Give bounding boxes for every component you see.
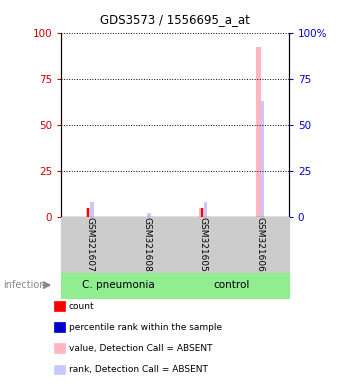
- Bar: [87, 208, 89, 217]
- Text: rank, Detection Call = ABSENT: rank, Detection Call = ABSENT: [69, 365, 208, 374]
- Text: count: count: [69, 301, 94, 311]
- Bar: [256, 47, 261, 217]
- Text: value, Detection Call = ABSENT: value, Detection Call = ABSENT: [69, 344, 212, 353]
- Bar: [90, 202, 94, 217]
- Bar: [147, 213, 150, 217]
- Text: percentile rank within the sample: percentile rank within the sample: [69, 323, 222, 332]
- Text: control: control: [214, 280, 250, 290]
- Text: GSM321605: GSM321605: [199, 217, 208, 272]
- Bar: [199, 208, 204, 217]
- Text: GSM321606: GSM321606: [256, 217, 265, 272]
- Text: GDS3573 / 1556695_a_at: GDS3573 / 1556695_a_at: [100, 13, 250, 26]
- Bar: [204, 202, 208, 217]
- Text: GSM321607: GSM321607: [85, 217, 94, 272]
- Text: infection: infection: [4, 280, 46, 290]
- Bar: [201, 208, 203, 217]
- Bar: [86, 208, 90, 217]
- Bar: [261, 101, 264, 217]
- Text: GSM321608: GSM321608: [142, 217, 151, 272]
- Text: C. pneumonia: C. pneumonia: [82, 280, 154, 290]
